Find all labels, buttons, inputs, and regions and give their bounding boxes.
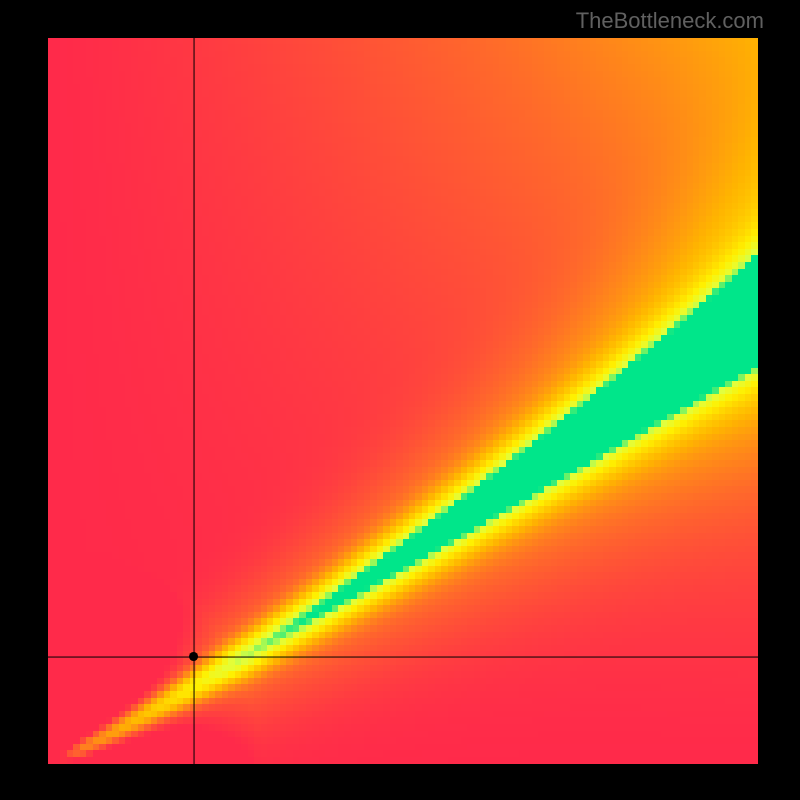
- bottleneck-heatmap: [48, 38, 758, 764]
- heatmap-canvas: [48, 38, 758, 764]
- watermark-text: TheBottleneck.com: [576, 8, 764, 34]
